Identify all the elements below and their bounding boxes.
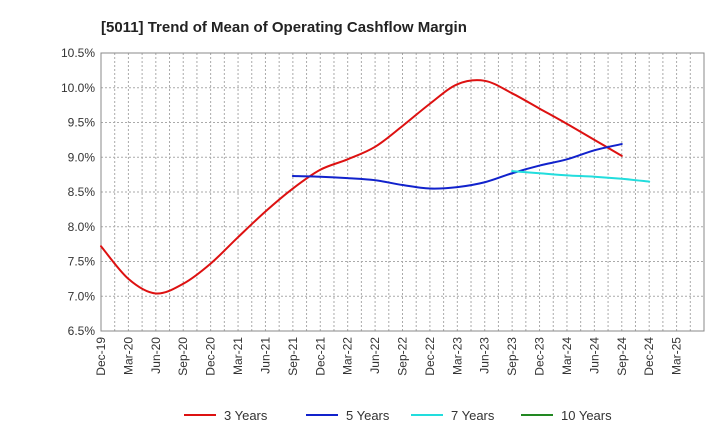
grid	[101, 53, 704, 331]
y-tick-label: 7.5%	[68, 255, 96, 269]
x-tick-label: Mar-20	[121, 337, 135, 375]
plot-frame	[100, 52, 705, 332]
x-tick-label: Mar-24	[560, 337, 574, 375]
y-tick-label: 8.5%	[68, 185, 96, 199]
legend-label-3-years: 3 Years	[224, 408, 268, 423]
x-tick-label: Mar-25	[670, 337, 684, 375]
x-tick-label: Mar-21	[231, 337, 245, 375]
y-tick-label: 10.5%	[61, 46, 95, 60]
legend-label-7-years: 7 Years	[451, 408, 495, 423]
y-tick-label: 9.5%	[68, 116, 96, 130]
y-tick-label: 6.5%	[68, 324, 96, 338]
x-tick-label: Dec-22	[423, 337, 437, 376]
x-tick-label: Jun-22	[368, 337, 382, 374]
x-tick-label: Jun-20	[149, 337, 163, 374]
y-tick-label: 9.0%	[68, 150, 96, 164]
legend-label-10-years: 10 Years	[561, 408, 612, 423]
x-tick-label: Mar-22	[341, 337, 355, 375]
series-line-7-years	[511, 170, 651, 183]
x-tick-label: Sep-22	[396, 337, 410, 376]
x-tick-label: Sep-21	[286, 337, 300, 376]
x-tick-label: Dec-20	[204, 337, 218, 376]
x-tick-label: Dec-19	[94, 337, 108, 376]
x-tick-label: Dec-24	[642, 337, 656, 376]
x-tick-label: Sep-20	[176, 337, 190, 376]
y-tick-label: 10.0%	[61, 81, 95, 95]
legend-label-5-years: 5 Years	[346, 408, 390, 423]
x-tick-label: Dec-23	[533, 337, 547, 376]
x-tick-label: Sep-23	[505, 337, 519, 376]
x-tick-label: Jun-21	[258, 337, 272, 374]
series-line-5-years	[291, 143, 623, 190]
series-line-3-years	[100, 79, 623, 295]
y-axis: 6.5% 7.0% 7.5% 8.0% 8.5% 9.0% 9.5% 10.0% 10.5%	[61, 46, 95, 338]
y-tick-label: 8.0%	[68, 220, 96, 234]
x-tick-label: Mar-23	[450, 337, 464, 375]
chart-title: [5011] Trend of Mean of Operating Cashfl…	[101, 19, 467, 36]
x-tick-label: Jun-24	[587, 337, 601, 374]
x-axis: Dec-19 Mar-20 Jun-20 Sep-20 Dec-20 Mar-21 Jun-…	[94, 337, 684, 376]
legend: 3 Years 5 Years 7 Years 10 Years	[184, 408, 612, 423]
x-tick-label: Sep-24	[615, 337, 629, 376]
y-tick-label: 7.0%	[68, 289, 96, 303]
x-tick-label: Jun-23	[478, 337, 492, 374]
x-tick-label: Dec-21	[313, 337, 327, 376]
series-group	[100, 79, 651, 295]
